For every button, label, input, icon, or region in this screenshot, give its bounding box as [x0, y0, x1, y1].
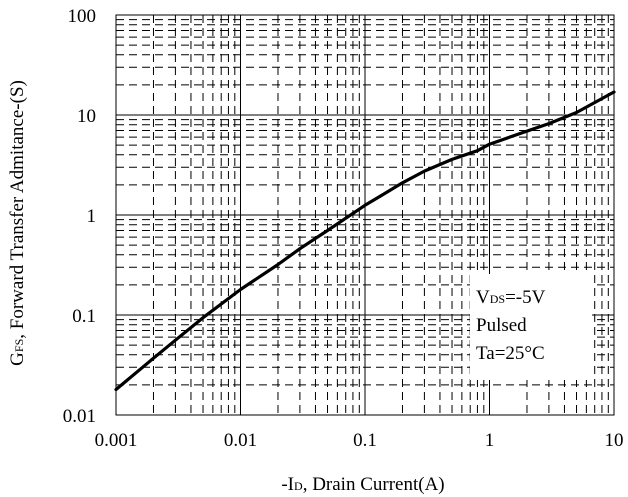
y-tick-label: 100 [68, 6, 97, 27]
x-tick-label: 1 [485, 430, 495, 451]
annotation-temperature: Ta=25°C [476, 343, 545, 364]
x-tick-label: 10 [605, 430, 624, 451]
x-tick-label: 0.001 [95, 430, 138, 451]
annotation-pulsed: Pulsed [476, 315, 527, 336]
series-line-gfs [114, 90, 616, 392]
y-tick-label: 0.1 [72, 306, 96, 327]
y-tick-label: 0.01 [63, 406, 96, 427]
x-axis-title: -ID, Drain Current(A) [281, 474, 444, 495]
annotation-box-background [470, 274, 592, 380]
x-tick-label: 0.1 [353, 430, 377, 451]
annotation: VDS=-5V Pulsed Ta=25°C [476, 287, 546, 364]
annotation-vds: VDS=-5V [476, 287, 546, 308]
y-tick-label: 10 [77, 106, 96, 127]
y-tick-label: 1 [87, 206, 97, 227]
y-axis-title: GFS, Forward Transfer Admitance-(S) [7, 80, 28, 366]
plot-frame [115, 14, 615, 416]
y-tick-labels: 0.01 0.1 1 10 100 [63, 6, 96, 427]
x-tick-labels: 0.001 0.01 0.1 1 10 [95, 430, 624, 451]
x-tick-label: 0.01 [224, 430, 257, 451]
